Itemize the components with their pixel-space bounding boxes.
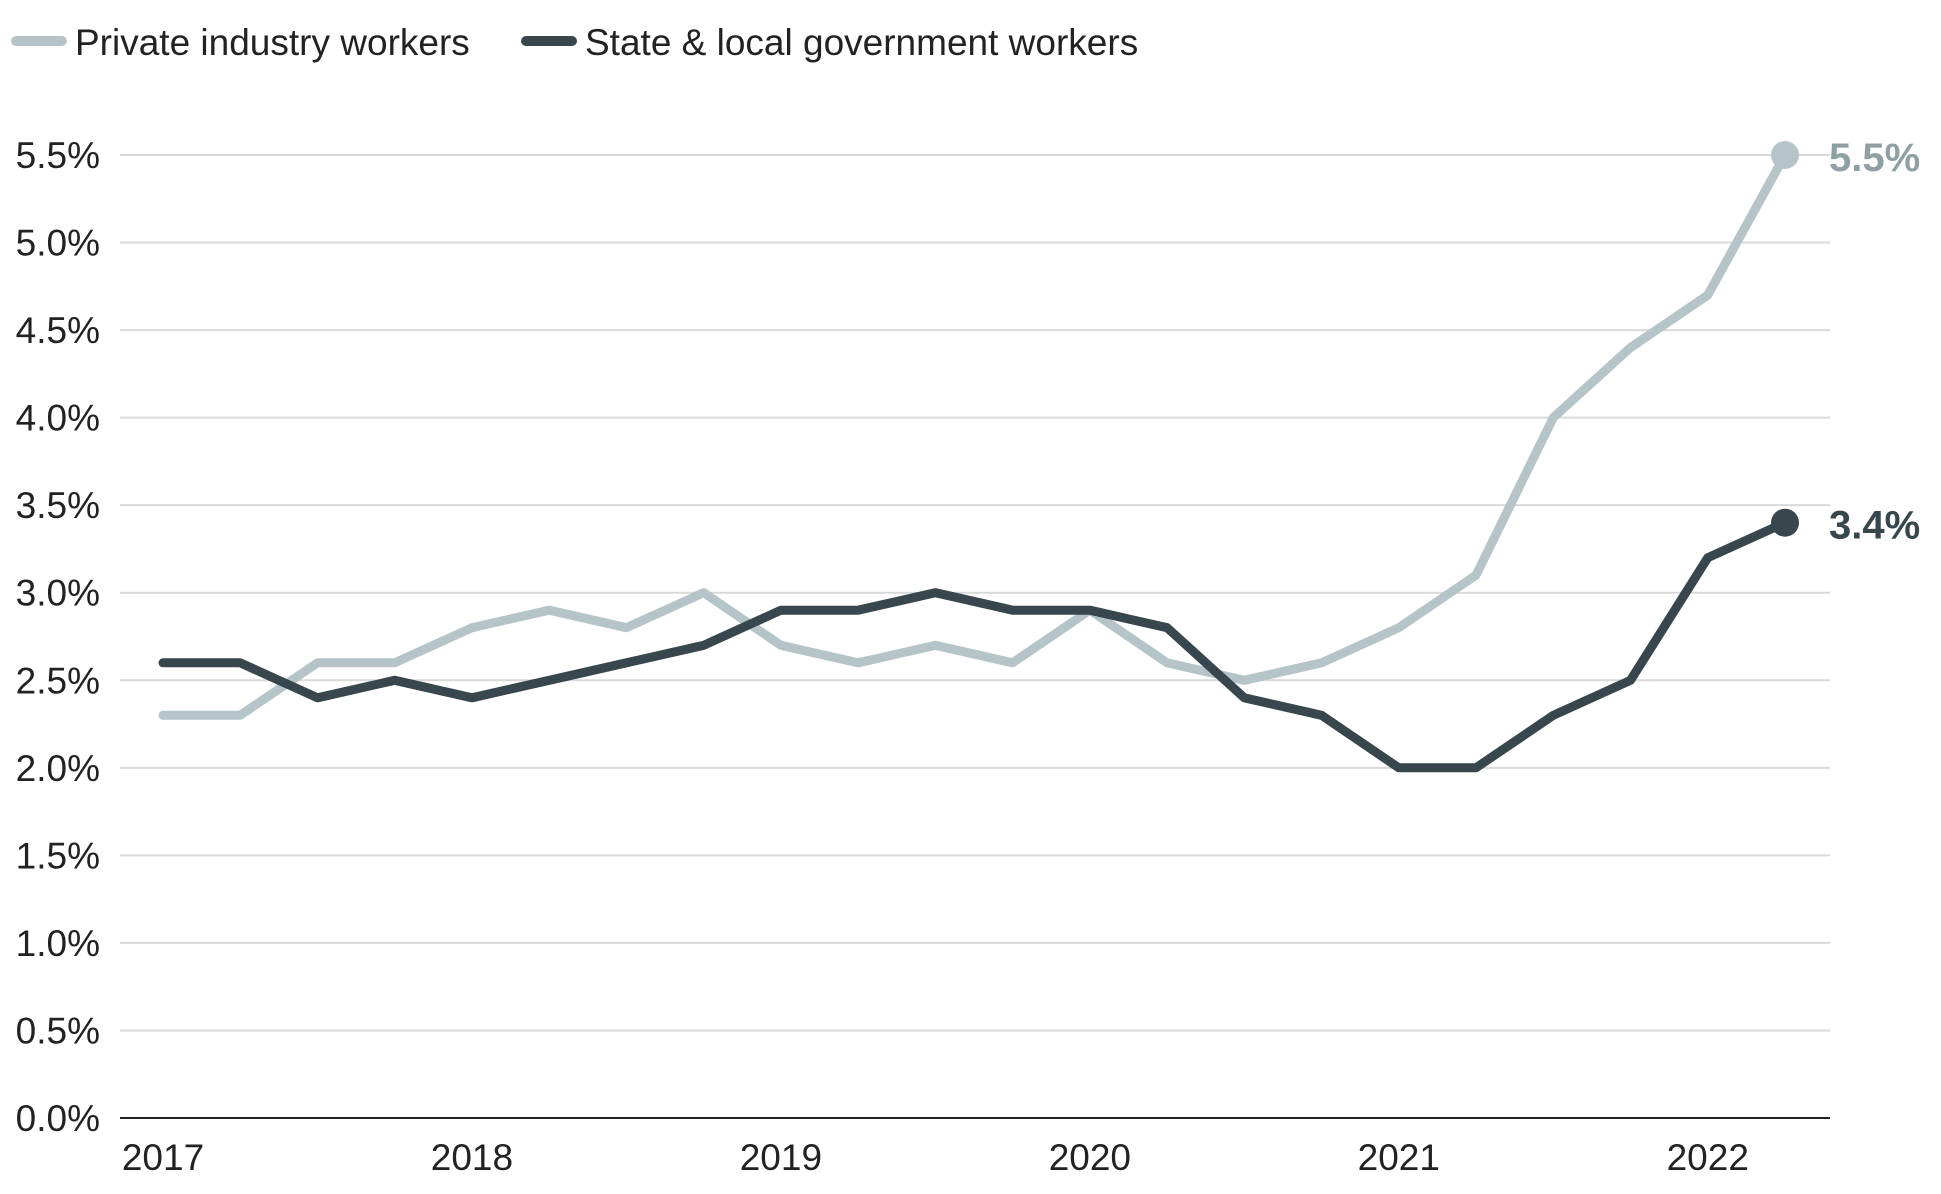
x-tick-label: 2018 xyxy=(431,1137,513,1178)
y-tick-label: 1.0% xyxy=(16,923,100,964)
y-tick-label: 4.5% xyxy=(16,310,100,351)
series-line-0 xyxy=(158,150,1790,720)
chart-legend: Private industry workers State & local g… xyxy=(11,22,1138,63)
legend-label-state-local: State & local government workers xyxy=(585,22,1138,63)
x-tick-label: 2020 xyxy=(1049,1137,1131,1178)
y-tick-label: 1.5% xyxy=(16,835,100,876)
y-axis: 0.0% 0.5% 1.0% 1.5% 2.0% 2.5% 3.0% 3.5% 4.0% 4.5%… xyxy=(16,135,100,1139)
x-axis: 2017 2018 2019 2020 2021 2022 xyxy=(120,1117,1830,1178)
y-tick-label: 5.0% xyxy=(16,223,100,264)
end-labels: 5.5% 3.4% xyxy=(1829,136,1920,548)
x-tick-label: 2021 xyxy=(1358,1137,1440,1178)
series-end-marker-0 xyxy=(1771,141,1799,169)
gridlines xyxy=(120,154,1830,1032)
x-tick-label: 2022 xyxy=(1667,1137,1749,1178)
series-line-1 xyxy=(158,518,1790,773)
legend-label-private: Private industry workers xyxy=(75,22,470,63)
y-tick-label: 2.5% xyxy=(16,660,100,701)
y-tick-label: 0.0% xyxy=(16,1098,100,1139)
y-tick-label: 5.5% xyxy=(16,135,100,176)
end-label-private: 5.5% xyxy=(1829,136,1920,180)
series-layer xyxy=(158,141,1799,773)
x-tick-label: 2017 xyxy=(122,1137,204,1178)
series-end-marker-1 xyxy=(1771,508,1799,537)
end-label-state-local: 3.4% xyxy=(1829,504,1920,548)
y-tick-label: 0.5% xyxy=(16,1010,100,1051)
y-tick-label: 2.0% xyxy=(16,748,100,789)
y-tick-label: 3.5% xyxy=(16,485,100,526)
y-tick-label: 4.0% xyxy=(16,398,100,439)
x-tick-label: 2019 xyxy=(740,1137,822,1178)
y-tick-label: 3.0% xyxy=(16,573,100,614)
